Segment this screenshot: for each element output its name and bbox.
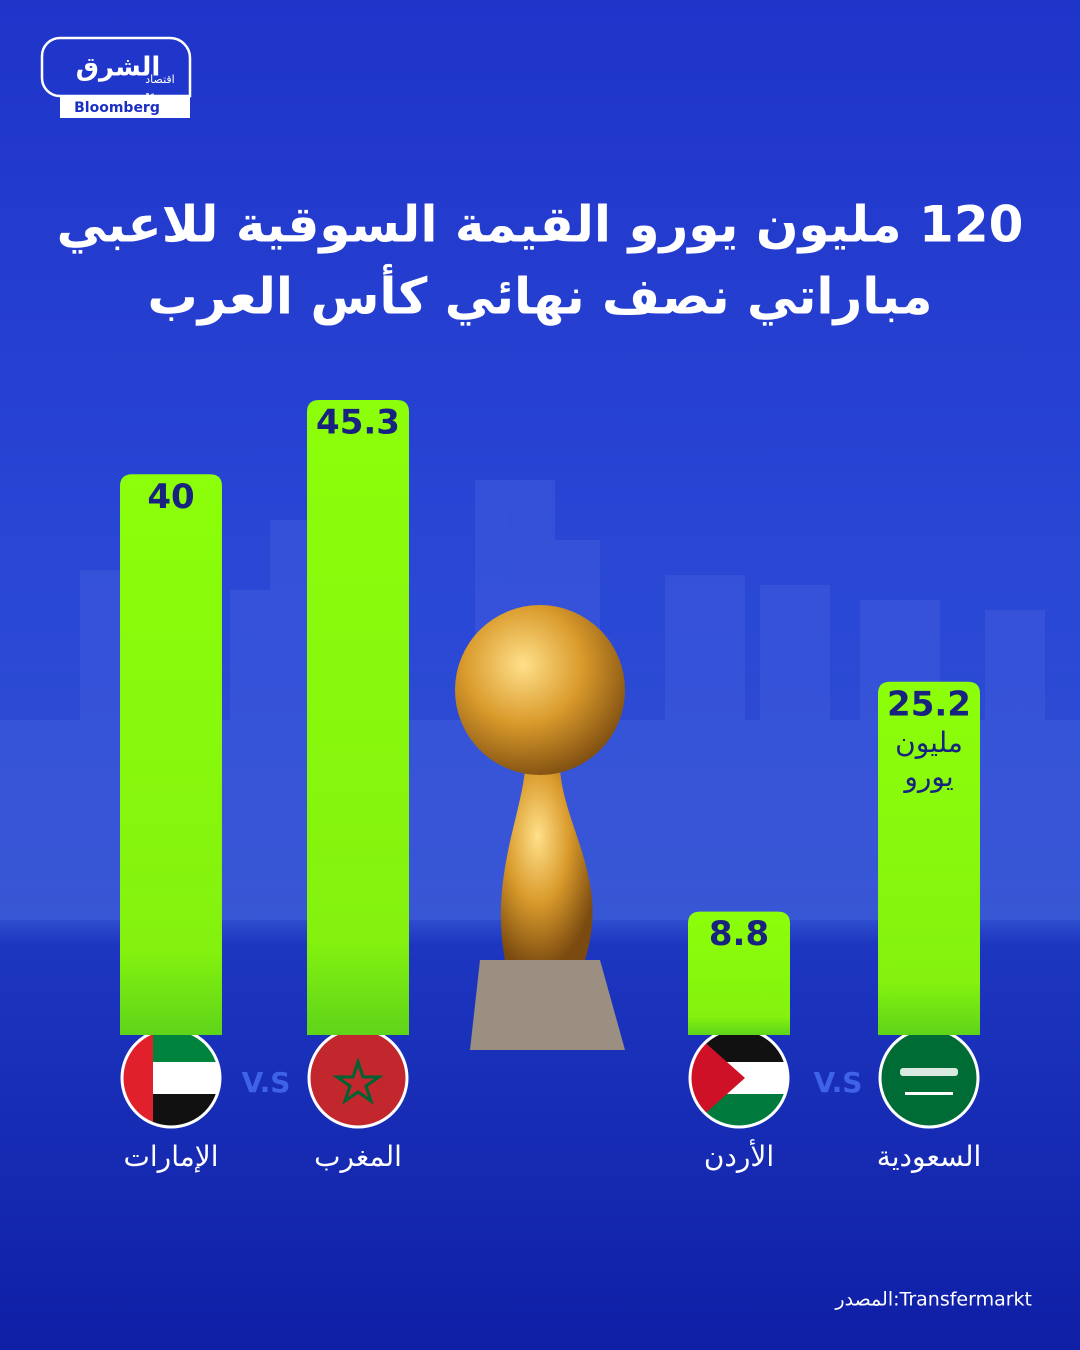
value-label: 25.2 — [887, 684, 971, 724]
versus-label: V.S — [242, 1066, 291, 1099]
chart-title: 120 مليون يورو القيمة السوقية للاعبي — [57, 196, 1024, 255]
logo-with: مع — [145, 90, 155, 100]
flag-sword — [905, 1092, 953, 1095]
logo-partner: Bloomberg — [74, 100, 160, 116]
chart-title: مباراتي نصف نهائي كأس العرب — [148, 264, 933, 327]
category-label: الأردن — [704, 1138, 774, 1173]
value-label: 8.8 — [709, 914, 769, 954]
versus-label: V.S — [814, 1066, 863, 1099]
bar — [688, 911, 790, 1035]
trophy — [455, 605, 625, 1050]
value-label: 45.3 — [316, 403, 400, 443]
unit-label: مليون — [895, 726, 963, 759]
category-label: السعودية — [877, 1140, 982, 1173]
category-label: الإمارات — [124, 1140, 219, 1173]
flag-star — [332, 1057, 384, 1105]
flag-script — [900, 1068, 958, 1076]
bar — [120, 474, 222, 1036]
logo-sub: اقتصاد — [145, 73, 174, 86]
bar — [878, 681, 980, 1035]
value-label: 40 — [147, 477, 194, 517]
logo: الشرق اقتصاد مع Bloomberg — [40, 36, 192, 118]
flag-saudi — [878, 1027, 980, 1129]
flag-morocco — [307, 1027, 409, 1129]
unit-label: يورو — [902, 760, 953, 793]
bar — [307, 400, 409, 1035]
logo-name: الشرق — [76, 53, 161, 83]
source: المصدر:Transfermarkt — [834, 1289, 1032, 1311]
category-label: المغرب — [314, 1140, 402, 1173]
